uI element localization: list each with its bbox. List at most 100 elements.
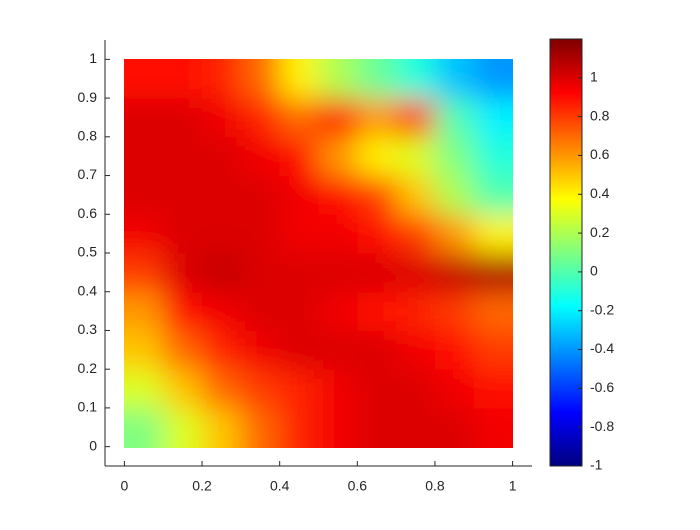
heatmap-cell <box>202 291 242 331</box>
heatmap-cell <box>163 175 203 215</box>
heatmap-cell <box>434 369 475 409</box>
heatmap-cell <box>357 59 397 99</box>
heatmap-cell <box>279 291 319 331</box>
heatmap-cell <box>473 175 513 215</box>
heatmap-cell <box>318 214 358 254</box>
y-tick-label: 1 <box>89 50 97 66</box>
heatmap-cell <box>434 291 475 331</box>
heatmap-cell <box>124 330 164 370</box>
heatmap-cell <box>318 369 358 409</box>
heatmap-cell <box>240 98 281 138</box>
heatmap-cell <box>279 98 319 138</box>
heatmap-cell <box>396 175 436 215</box>
heatmap-cell <box>357 369 397 409</box>
heatmap-cell <box>434 175 475 215</box>
y-tick-label: 0.6 <box>78 205 98 221</box>
heatmap-cell <box>279 175 319 215</box>
heatmap-cell <box>434 214 475 254</box>
x-tick-label: 0.8 <box>425 478 445 494</box>
heatmap-cell <box>473 253 513 293</box>
heatmap-cell <box>124 369 164 409</box>
x-tick-label: 0.4 <box>270 478 290 494</box>
heatmap-cell <box>434 59 475 99</box>
heatmap-cell <box>396 330 436 370</box>
heatmap-cell <box>473 407 513 448</box>
heatmap-cell <box>473 214 513 254</box>
x-tick-label: 0.6 <box>348 478 368 494</box>
colorbar <box>549 38 583 467</box>
heatmap-cell <box>357 136 397 177</box>
heatmap-cell <box>163 59 203 99</box>
heatmap-cell <box>357 291 397 331</box>
y-tick-label: 0.5 <box>78 244 98 260</box>
heatmap-cell <box>163 214 203 254</box>
heatmap-cell <box>318 136 358 177</box>
heatmap-cell <box>318 98 358 138</box>
heatmap-cell <box>202 253 242 293</box>
heatmap-cell <box>202 175 242 215</box>
heatmap-cell <box>240 175 281 215</box>
heatmap-cell <box>202 59 242 99</box>
heatmap-cell <box>318 407 358 448</box>
colorbar-tick-label: -0.4 <box>590 340 614 356</box>
colorbar-tick-label: -0.2 <box>590 301 614 317</box>
heatmap-cell <box>357 407 397 448</box>
heatmap-cell <box>124 136 164 177</box>
heatmap-cell <box>240 291 281 331</box>
colorbar-tick-label: -0.6 <box>590 379 614 395</box>
heatmap-area <box>124 59 513 448</box>
y-tick-label: 0.7 <box>78 166 98 182</box>
heatmap-cell <box>357 253 397 293</box>
colorbar-tick-label: 0.8 <box>590 107 610 123</box>
heatmap-cell <box>279 369 319 409</box>
colorbar-tick-label: 0 <box>590 263 598 279</box>
colorbar-tick-label: 1 <box>590 69 598 85</box>
heatmap-cell <box>357 175 397 215</box>
heatmap-cell <box>202 369 242 409</box>
heatmap-cell <box>396 214 436 254</box>
heatmap-cell <box>434 98 475 138</box>
heatmap-cell <box>473 291 513 331</box>
heatmap-cell <box>124 214 164 254</box>
heatmap-cell <box>240 253 281 293</box>
heatmap-cell <box>124 59 164 99</box>
heatmap-cell <box>473 330 513 370</box>
heatmap-cell <box>202 98 242 138</box>
heatmap-cell <box>124 253 164 293</box>
heatmap-cell <box>357 214 397 254</box>
heatmap-cell <box>473 136 513 177</box>
heatmap-cell <box>163 136 203 177</box>
heatmap-cell <box>240 369 281 409</box>
heatmap-cell <box>240 214 281 254</box>
heatmap-cell <box>279 330 319 370</box>
heatmap-cell <box>396 98 436 138</box>
heatmap-cell <box>473 59 513 99</box>
colorbar-tick-label: -1 <box>590 457 603 473</box>
colorbar-tick-label: 0.2 <box>590 224 610 240</box>
colorbar-tick-label: -0.8 <box>590 418 614 434</box>
y-tick-label: 0 <box>89 437 97 453</box>
heatmap-cell <box>202 136 242 177</box>
heatmap-cell <box>124 98 164 138</box>
heatmap-cell <box>434 136 475 177</box>
heatmap-cell <box>240 330 281 370</box>
heatmap-cell <box>124 407 164 448</box>
heatmap-cell <box>124 291 164 331</box>
heatmap-cell <box>202 407 242 448</box>
heatmap-cell <box>434 253 475 293</box>
heatmap-cell <box>434 330 475 370</box>
heatmap-cell <box>279 136 319 177</box>
heatmap-cell <box>318 330 358 370</box>
heatmap-cell <box>396 136 436 177</box>
heatmap-cell <box>279 214 319 254</box>
x-tick-label: 0.2 <box>192 478 212 494</box>
heatmap-cell <box>318 253 358 293</box>
heatmap-cell <box>396 59 436 99</box>
heatmap-cell <box>240 136 281 177</box>
heatmap-cell <box>240 59 281 99</box>
heatmap-cell <box>163 291 203 331</box>
colorbar-tick-label: 0.4 <box>590 185 610 201</box>
heatmap-cell <box>473 98 513 138</box>
x-tick-label: 0 <box>121 478 129 494</box>
